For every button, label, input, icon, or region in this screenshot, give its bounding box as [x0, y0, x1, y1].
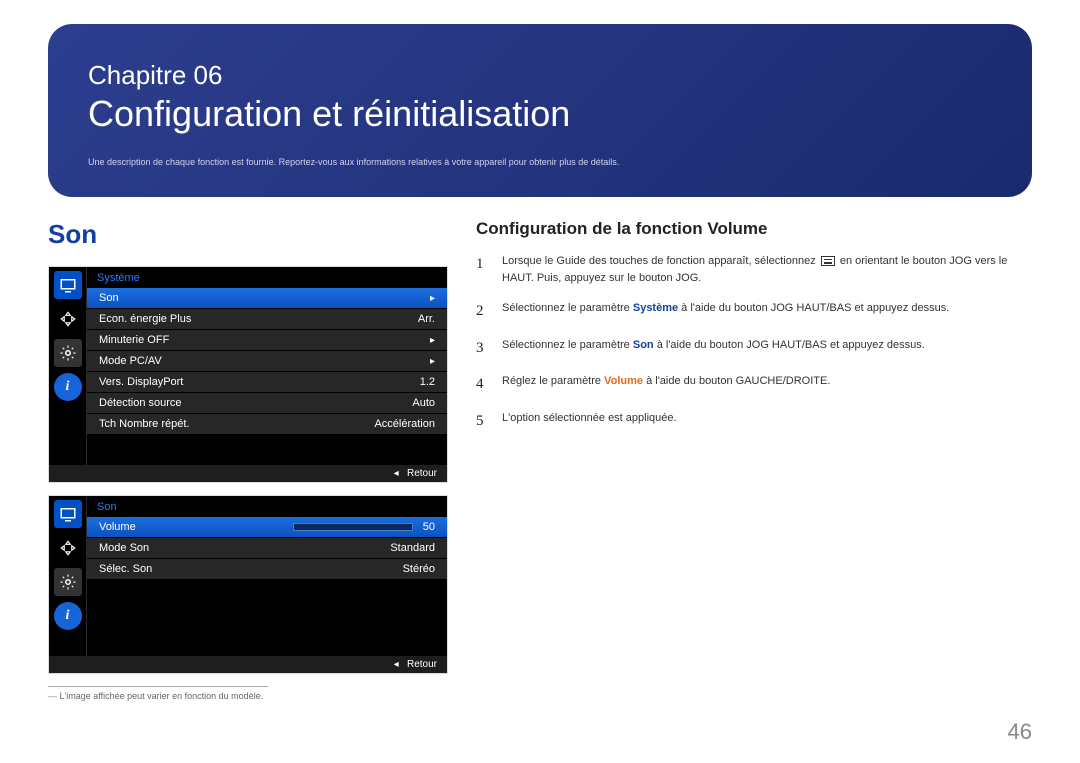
step-text: L'option sélectionnée est appliquée.: [502, 410, 677, 433]
osd-row: Détection source Auto: [87, 393, 447, 414]
row-value: Stéréo: [403, 563, 435, 575]
row-value: 1.2: [420, 376, 435, 388]
step: 3 Sélectionnez le paramètre Son à l'aide …: [476, 337, 1032, 360]
step-number: 2: [476, 300, 490, 323]
gear-icon: [54, 339, 82, 367]
chapter-desc: Une description de chaque fonction est f…: [88, 157, 992, 167]
gear-icon: [54, 568, 82, 596]
chapter-title: Configuration et réinitialisation: [88, 93, 992, 135]
volume-value: 50: [423, 521, 435, 533]
step-number: 3: [476, 337, 490, 360]
osd-row: Vers. DisplayPort 1.2: [87, 372, 447, 393]
step-number: 1: [476, 253, 490, 286]
row-label: Vers. DisplayPort: [99, 376, 183, 388]
osd-row: Minuterie OFF: [87, 330, 447, 351]
step-number: 5: [476, 410, 490, 433]
monitor-icon: [54, 271, 82, 299]
osd-header: Son: [87, 496, 447, 517]
section-title: Son: [48, 219, 448, 250]
row-value: Auto: [412, 397, 435, 409]
step-text: Lorsque le Guide des touches de fonction…: [502, 253, 1032, 286]
nav-left-icon: ◂: [394, 468, 399, 479]
osd-row: Mode Son Standard: [87, 538, 447, 559]
osd-row: Sélec. Son Stéréo: [87, 559, 447, 580]
step-number: 4: [476, 373, 490, 396]
row-label: Mode Son: [99, 542, 149, 554]
info-icon: i: [54, 373, 82, 401]
step-text: Sélectionnez le paramètre Son à l'aide d…: [502, 337, 925, 360]
nav-left-icon: ◂: [394, 659, 399, 670]
row-label: Détection source: [99, 397, 182, 409]
osd-row-volume: Volume 50: [87, 517, 447, 538]
row-label: Sélec. Son: [99, 563, 152, 575]
footnote: L'image affichée peut varier en fonction…: [48, 691, 448, 701]
osd-menu-system: i Système Son Econ. énergie Plus Arr. Minut…: [48, 266, 448, 483]
step: 2 Sélectionnez le paramètre Système à l'a…: [476, 300, 1032, 323]
menu-glyph-icon: [821, 256, 835, 266]
row-value: Accélération: [374, 418, 435, 430]
page-number: 46: [1008, 719, 1032, 745]
chapter-label: Chapitre 06: [88, 60, 992, 91]
steps-list: 1 Lorsque le Guide des touches de fonctio…: [476, 253, 1032, 432]
row-label: Minuterie OFF: [99, 334, 169, 346]
row-label: Tch Nombre répét.: [99, 418, 189, 430]
row-value: Standard: [390, 542, 435, 554]
step: 4 Réglez le paramètre Volume à l'aide du …: [476, 373, 1032, 396]
monitor-icon: [54, 500, 82, 528]
row-value: [430, 334, 435, 346]
row-label: Mode PC/AV: [99, 355, 162, 367]
osd-menu-son: i Son Volume 50 Mode Son Standard Sélec. S…: [48, 495, 448, 674]
info-icon: i: [54, 602, 82, 630]
osd-sidebar: i: [49, 267, 87, 465]
subheading: Configuration de la fonction Volume: [476, 219, 1032, 239]
step-text: Sélectionnez le paramètre Système à l'ai…: [502, 300, 949, 323]
settings-arrows-icon: [54, 534, 82, 562]
row-label: Son: [99, 292, 119, 304]
osd-row: Tch Nombre répét. Accélération: [87, 414, 447, 435]
row-label: Econ. énergie Plus: [99, 313, 191, 325]
osd-footer: ◂ Retour: [49, 656, 447, 673]
settings-arrows-icon: [54, 305, 82, 333]
osd-row: Son: [87, 288, 447, 309]
step: 1 Lorsque le Guide des touches de fonctio…: [476, 253, 1032, 286]
return-label: Retour: [407, 468, 437, 479]
chapter-header: Chapitre 06 Configuration et réinitialis…: [48, 24, 1032, 197]
row-value: [430, 292, 435, 304]
return-label: Retour: [407, 659, 437, 670]
row-label: Volume: [99, 521, 136, 533]
osd-row: Mode PC/AV: [87, 351, 447, 372]
osd-header: Système: [87, 267, 447, 288]
osd-row: Econ. énergie Plus Arr.: [87, 309, 447, 330]
footnote-rule: [48, 686, 268, 687]
row-value: Arr.: [418, 313, 435, 325]
step-text: Réglez le paramètre Volume à l'aide du b…: [502, 373, 830, 396]
osd-footer: ◂ Retour: [49, 465, 447, 482]
row-value: [430, 355, 435, 367]
osd-sidebar: i: [49, 496, 87, 656]
volume-slider: [293, 523, 413, 531]
step: 5 L'option sélectionnée est appliquée.: [476, 410, 1032, 433]
